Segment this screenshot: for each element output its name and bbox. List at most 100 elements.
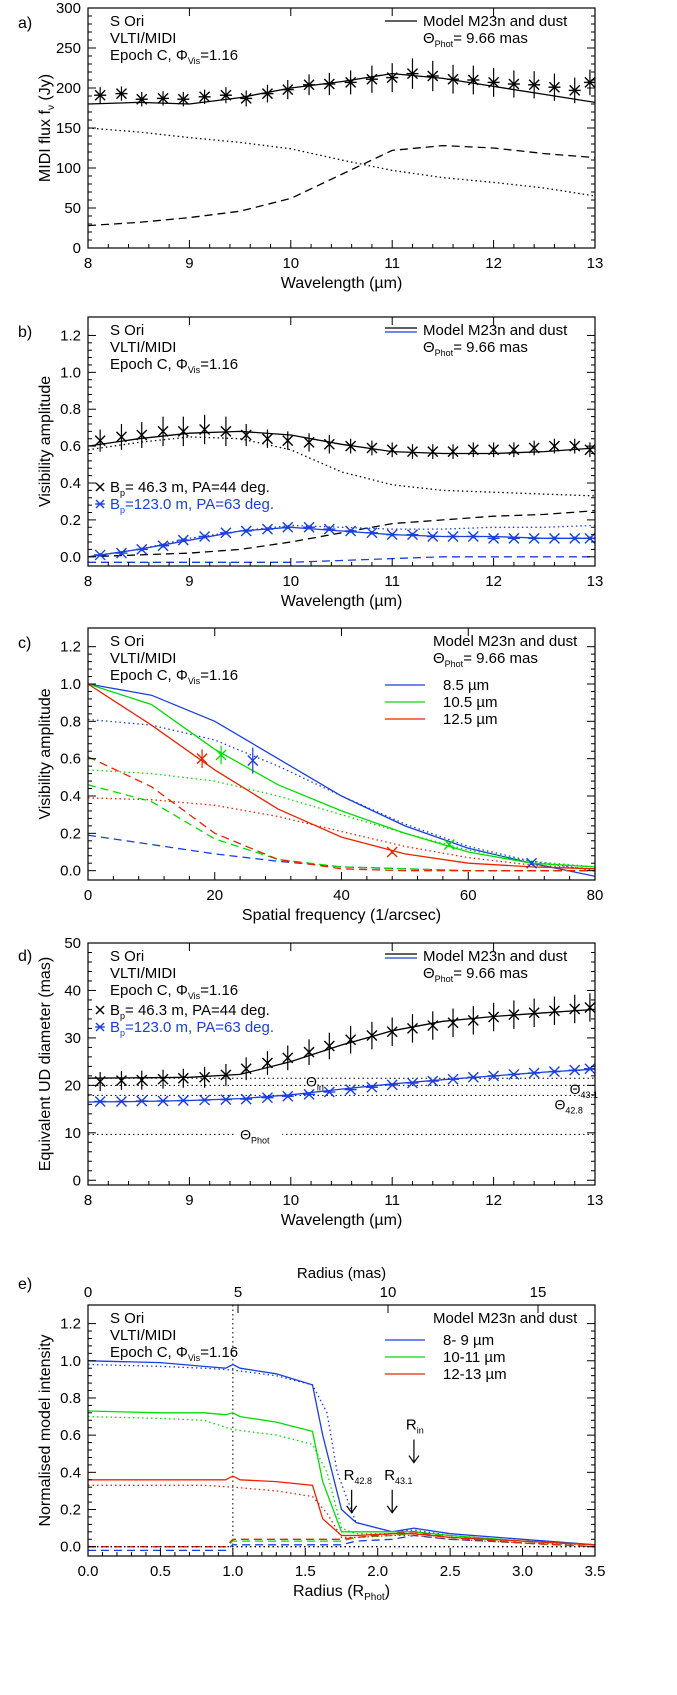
data-point bbox=[467, 74, 480, 86]
data-point bbox=[240, 92, 253, 104]
y-tick-label: 20 bbox=[64, 1077, 81, 1094]
x-tick-label: 13 bbox=[587, 255, 604, 272]
data-point bbox=[303, 79, 316, 91]
data-point bbox=[323, 1086, 336, 1098]
data-point bbox=[406, 1077, 419, 1089]
info-line: S Ori bbox=[110, 1310, 144, 1327]
axes-frame bbox=[87, 316, 596, 567]
legend-marker bbox=[95, 482, 105, 492]
x-tick-label: 3.5 bbox=[585, 1563, 606, 1580]
data-point bbox=[548, 1005, 560, 1017]
data-point bbox=[198, 530, 211, 542]
data-point bbox=[344, 525, 357, 537]
data-point bbox=[467, 444, 479, 456]
x-tick-label: 12 bbox=[485, 255, 502, 272]
legend-text: 8.5 µm bbox=[443, 677, 489, 694]
series-line bbox=[88, 1360, 595, 1546]
data-point bbox=[281, 521, 294, 533]
data-point bbox=[406, 1022, 418, 1034]
baseline-label: Bp​=123.0 m, PA=63 deg. bbox=[110, 496, 274, 515]
annotation-arrow bbox=[408, 1439, 420, 1464]
y-tick-label: 0 bbox=[73, 240, 81, 257]
data-point bbox=[177, 1095, 190, 1107]
y-tick-label: 10 bbox=[64, 1125, 81, 1142]
plot-area bbox=[88, 683, 595, 877]
x-axis-label: Spatial frequency (1/arcsec) bbox=[242, 907, 441, 924]
data-point bbox=[526, 857, 538, 869]
y-tick-label: 150 bbox=[56, 120, 81, 137]
x-tick-label: 13 bbox=[587, 573, 604, 590]
panel-e: e) 0.0 0.5 1.0 1.5 2.0 2.5 3.0 3.5 0.0 0.2 0.4 0.6 0.… bbox=[18, 1265, 605, 1603]
x-tick-label: 40 bbox=[333, 887, 350, 904]
series-line bbox=[88, 1534, 595, 1552]
series-line bbox=[88, 797, 595, 870]
data-point bbox=[261, 88, 274, 100]
reference-label: Θin​ bbox=[306, 1073, 324, 1092]
x-tick-label: 80 bbox=[587, 887, 604, 904]
plot-area bbox=[88, 58, 595, 227]
data-point bbox=[344, 1084, 357, 1096]
data-point bbox=[220, 1069, 232, 1081]
legend-text: 10-11 µm bbox=[443, 1349, 506, 1366]
x-tick-label: 3.0 bbox=[512, 1563, 533, 1580]
y-tick-label: 0 bbox=[73, 1172, 81, 1189]
data-point bbox=[584, 1002, 595, 1014]
data-point bbox=[115, 431, 127, 443]
x-tick-label: 11 bbox=[384, 573, 400, 590]
data-point bbox=[447, 73, 460, 85]
y-tick-label: 0.6 bbox=[60, 438, 81, 455]
data-point bbox=[345, 1034, 357, 1046]
x-axis-label: Wavelength (µm) bbox=[281, 1212, 403, 1229]
data-point bbox=[219, 1094, 232, 1106]
panel-b: b) 8 9 10 11 12 13 0.0 0.2 0.4 0.6 0.8 1.0 1.2 Wavelen… bbox=[18, 316, 604, 610]
series-line bbox=[88, 526, 595, 558]
legend-text: ΘPhot​= 9.66 mas bbox=[433, 650, 538, 669]
legend-text: 12-13 µm bbox=[443, 1366, 507, 1383]
data-point bbox=[507, 78, 520, 90]
y-tick-label: 0.8 bbox=[60, 401, 81, 418]
data-point bbox=[426, 70, 439, 82]
data-point bbox=[157, 1095, 170, 1107]
data-point bbox=[247, 755, 259, 767]
data-point bbox=[548, 440, 560, 452]
x-tick-label: 8 bbox=[84, 255, 92, 272]
y-tick-label: 1.0 bbox=[60, 1353, 81, 1370]
series-line bbox=[88, 1008, 595, 1079]
info-line: Epoch C, ΦVis​=1.16 bbox=[110, 356, 238, 375]
x-tick-label: 9 bbox=[185, 255, 193, 272]
legend-text: Model M23n and dust bbox=[433, 633, 578, 650]
panel-label: a) bbox=[18, 15, 32, 32]
data-point bbox=[426, 530, 439, 542]
plot-area bbox=[88, 414, 595, 563]
legend-text: Model M23n and dust bbox=[423, 948, 568, 965]
data-point bbox=[528, 1007, 540, 1019]
data-point bbox=[488, 1011, 500, 1023]
data-point bbox=[386, 529, 399, 541]
data-point bbox=[528, 442, 540, 454]
data-point bbox=[386, 444, 398, 456]
legend-marker bbox=[95, 499, 105, 509]
y-tick-label: 0.0 bbox=[60, 863, 81, 880]
info-line: S Ori bbox=[110, 633, 144, 650]
info-line: VLTI/MIDI bbox=[110, 965, 176, 982]
data-point bbox=[240, 1063, 252, 1075]
data-point bbox=[583, 76, 595, 88]
series-line bbox=[88, 834, 595, 872]
panel-a: a) 8 9 10 11 12 13 0 50 100 150 200 250 300 Wavelength… bbox=[18, 0, 603, 292]
data-point bbox=[177, 1072, 189, 1084]
x-tick-label: 10 bbox=[282, 255, 299, 272]
y-tick-label: 0.4 bbox=[60, 1464, 81, 1481]
data-point bbox=[487, 1070, 500, 1082]
x-tick-label: 10 bbox=[282, 573, 299, 590]
series-line bbox=[88, 718, 595, 872]
legend-marker bbox=[95, 1005, 105, 1015]
series-line bbox=[88, 1410, 595, 1546]
data-point bbox=[94, 435, 106, 447]
info-line: Epoch C, ΦVis​=1.16 bbox=[110, 47, 238, 66]
axes-frame bbox=[87, 1304, 596, 1557]
data-point bbox=[568, 1064, 581, 1076]
series-line bbox=[88, 524, 595, 558]
data-point bbox=[94, 1095, 107, 1107]
data-point bbox=[240, 1093, 253, 1105]
legend-marker bbox=[95, 1022, 105, 1032]
